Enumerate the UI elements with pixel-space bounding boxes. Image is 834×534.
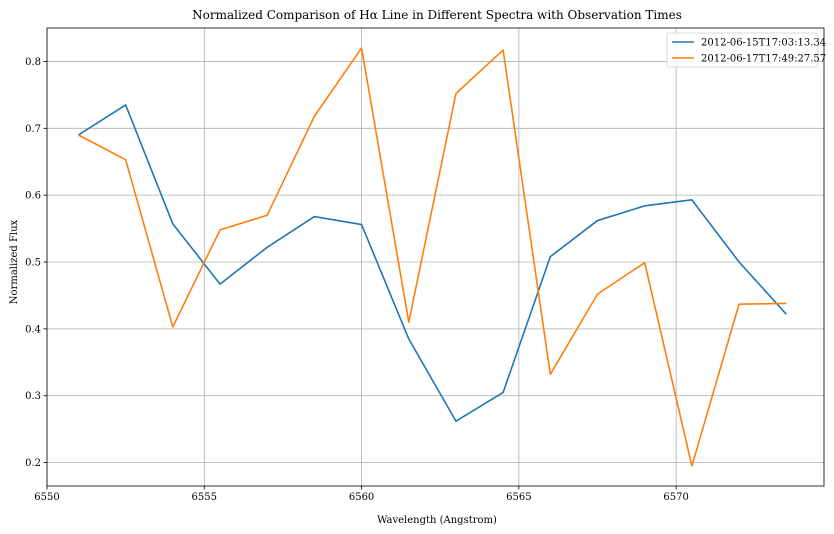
plot-frame [46,27,825,487]
y-axis-ticks: 0.2 0.3 0.4 0.5 0.6 0.7 0.8 [25,57,47,469]
x-tick-label: 6550 [34,492,59,503]
y-tick-label: 0.3 [25,391,41,402]
legend: 2012-06-15T17:03:13.34 2012-06-17T17:49:2… [666,32,826,68]
series-line-2 [78,47,787,467]
chart-title: Normalized Comparison of Hα Line in Diff… [192,8,682,22]
y-axis-label: Normalized Flux [9,219,20,304]
x-tick-label: 6565 [506,492,531,503]
series-line-1 [78,104,787,422]
legend-label-1: 2012-06-15T17:03:13.34 [701,38,826,49]
x-axis-label: Wavelength (Angstrom) [377,515,497,526]
x-tick-label: 6560 [349,492,374,503]
legend-label-2: 2012-06-17T17:49:27.57 [701,54,826,65]
x-tick-label: 6555 [192,492,217,503]
y-tick-label: 0.4 [25,324,41,335]
y-tick-label: 0.8 [25,57,41,68]
x-tick-label: 6570 [663,492,688,503]
x-axis-ticks: 6550 6555 6560 6565 6570 [34,486,689,503]
y-tick-label: 0.5 [25,258,41,269]
y-tick-label: 0.6 [25,191,41,202]
y-tick-label: 0.7 [25,124,41,135]
y-tick-label: 0.2 [25,458,41,469]
series-lines [78,47,787,467]
grid-lines [46,28,824,486]
legend-box [666,32,819,68]
